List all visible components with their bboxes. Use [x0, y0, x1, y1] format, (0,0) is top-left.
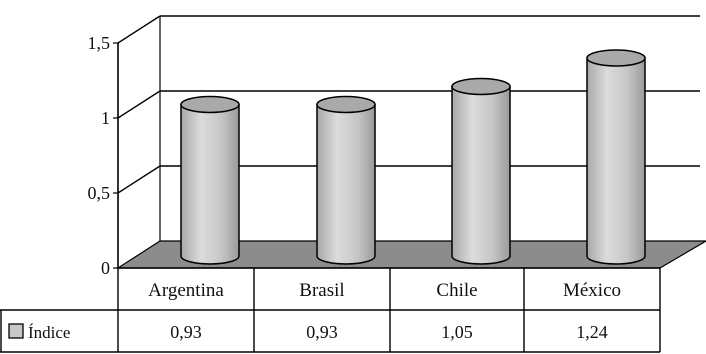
bar-3	[586, 49, 646, 265]
value-label-0: 0,93	[170, 322, 202, 342]
bar-1	[316, 95, 376, 265]
y-axis-ticks: 0 0,5 1 1,5	[88, 33, 118, 278]
gridline-wall-2	[117, 90, 161, 119]
legend-label: Índice	[28, 323, 70, 342]
value-label-2: 1,05	[441, 322, 473, 342]
category-label-0: Argentina	[148, 280, 224, 301]
legend-swatch	[8, 323, 24, 339]
bar-top-3	[586, 49, 646, 67]
value-label-1: 0,93	[306, 322, 338, 342]
bar-body-3	[586, 57, 646, 265]
category-label-3: México	[563, 280, 621, 301]
category-label-2: Chile	[436, 280, 477, 301]
gridline-wall-1	[117, 165, 161, 194]
bar-body-1	[316, 103, 376, 265]
bar-top-2	[451, 77, 511, 96]
value-label-3: 1,24	[576, 322, 608, 342]
bar-0	[180, 95, 240, 265]
data-table: Argentina 0,93 Brasil 0,93 Chile 1,05 México 1,…	[0, 267, 661, 353]
chart-bars	[180, 49, 646, 265]
y-tick-label-0: 0	[101, 258, 110, 278]
bar-top-0	[180, 95, 240, 114]
category-label-1: Brasil	[299, 280, 344, 301]
bar-top-1	[316, 95, 376, 114]
y-tick-label-1: 0,5	[88, 183, 111, 203]
y-tick-label-3: 1,5	[88, 33, 111, 53]
y-tick-label-2: 1	[101, 108, 110, 128]
gridline-wall-3	[117, 15, 161, 44]
bar-body-2	[451, 85, 511, 265]
bar-body-0	[180, 103, 240, 265]
bar-2	[451, 77, 511, 265]
chart-axes	[117, 16, 161, 268]
